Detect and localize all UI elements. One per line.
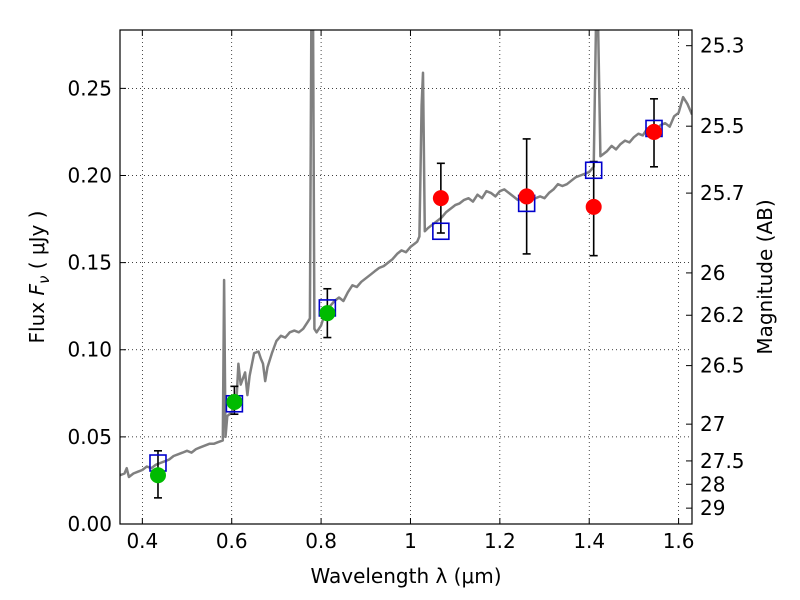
y-tick-label: 0.25 — [67, 76, 112, 100]
plot-content — [120, 30, 692, 499]
y2-tick-label: 29 — [700, 496, 725, 520]
detection-point — [432, 190, 449, 207]
x-axis-label: Wavelength λ (μm) — [310, 564, 501, 588]
model-photometry-square — [432, 222, 450, 241]
y-axis-label-suffix: ( μJy ) — [25, 211, 49, 276]
axis-ticks: 0.4 0.6 0.8 1 1.2 1.4 1.6 0.00 0.05 0.10 0.15 0.20 0… — [67, 30, 745, 553]
y2-tick-label: 26 — [700, 261, 725, 285]
plot-frame — [119, 29, 693, 525]
x-tick-label: 1.6 — [663, 529, 695, 553]
model-photometry-square — [584, 161, 603, 180]
y2-tick-label: 28 — [700, 472, 725, 496]
y-tick-label: 0.00 — [67, 512, 112, 536]
y-axis-label-symbol: F — [25, 284, 49, 296]
detection-point — [585, 198, 602, 215]
y-axis-label-subscript: ν — [35, 276, 53, 284]
y2-tick-label: 27 — [700, 412, 725, 436]
y-tick-label: 0.20 — [67, 163, 112, 187]
y-axis-label-prefix: Flux — [25, 296, 49, 344]
detection-point — [226, 394, 243, 411]
detection-point — [149, 467, 166, 484]
detection-point — [518, 188, 535, 205]
x-tick-label: 1 — [404, 529, 417, 553]
x-tick-label: 0.4 — [126, 529, 158, 553]
y2-tick-label: 25.5 — [700, 114, 745, 138]
detection-point — [319, 305, 336, 322]
x-tick-label: 1.2 — [484, 529, 516, 553]
x-tick-label: 1.4 — [573, 529, 605, 553]
x-tick-label: 0.8 — [305, 529, 337, 553]
y2-tick-label: 26.5 — [700, 354, 745, 378]
y-tick-label: 0.05 — [67, 425, 112, 449]
y-tick-label: 0.15 — [67, 251, 112, 275]
x-tick-label: 0.6 — [216, 529, 248, 553]
y2-axis-label: Magnitude (AB) — [753, 199, 777, 354]
y2-tick-label: 25.3 — [700, 34, 745, 58]
y2-tick-label: 26.2 — [700, 303, 745, 327]
y-axis-label: Flux Fν ( μJy ) — [25, 211, 53, 344]
y2-tick-label: 27.5 — [700, 449, 745, 473]
y2-tick-label: 25.7 — [700, 181, 745, 205]
detection-point — [646, 123, 663, 140]
y-tick-label: 0.10 — [67, 338, 112, 362]
